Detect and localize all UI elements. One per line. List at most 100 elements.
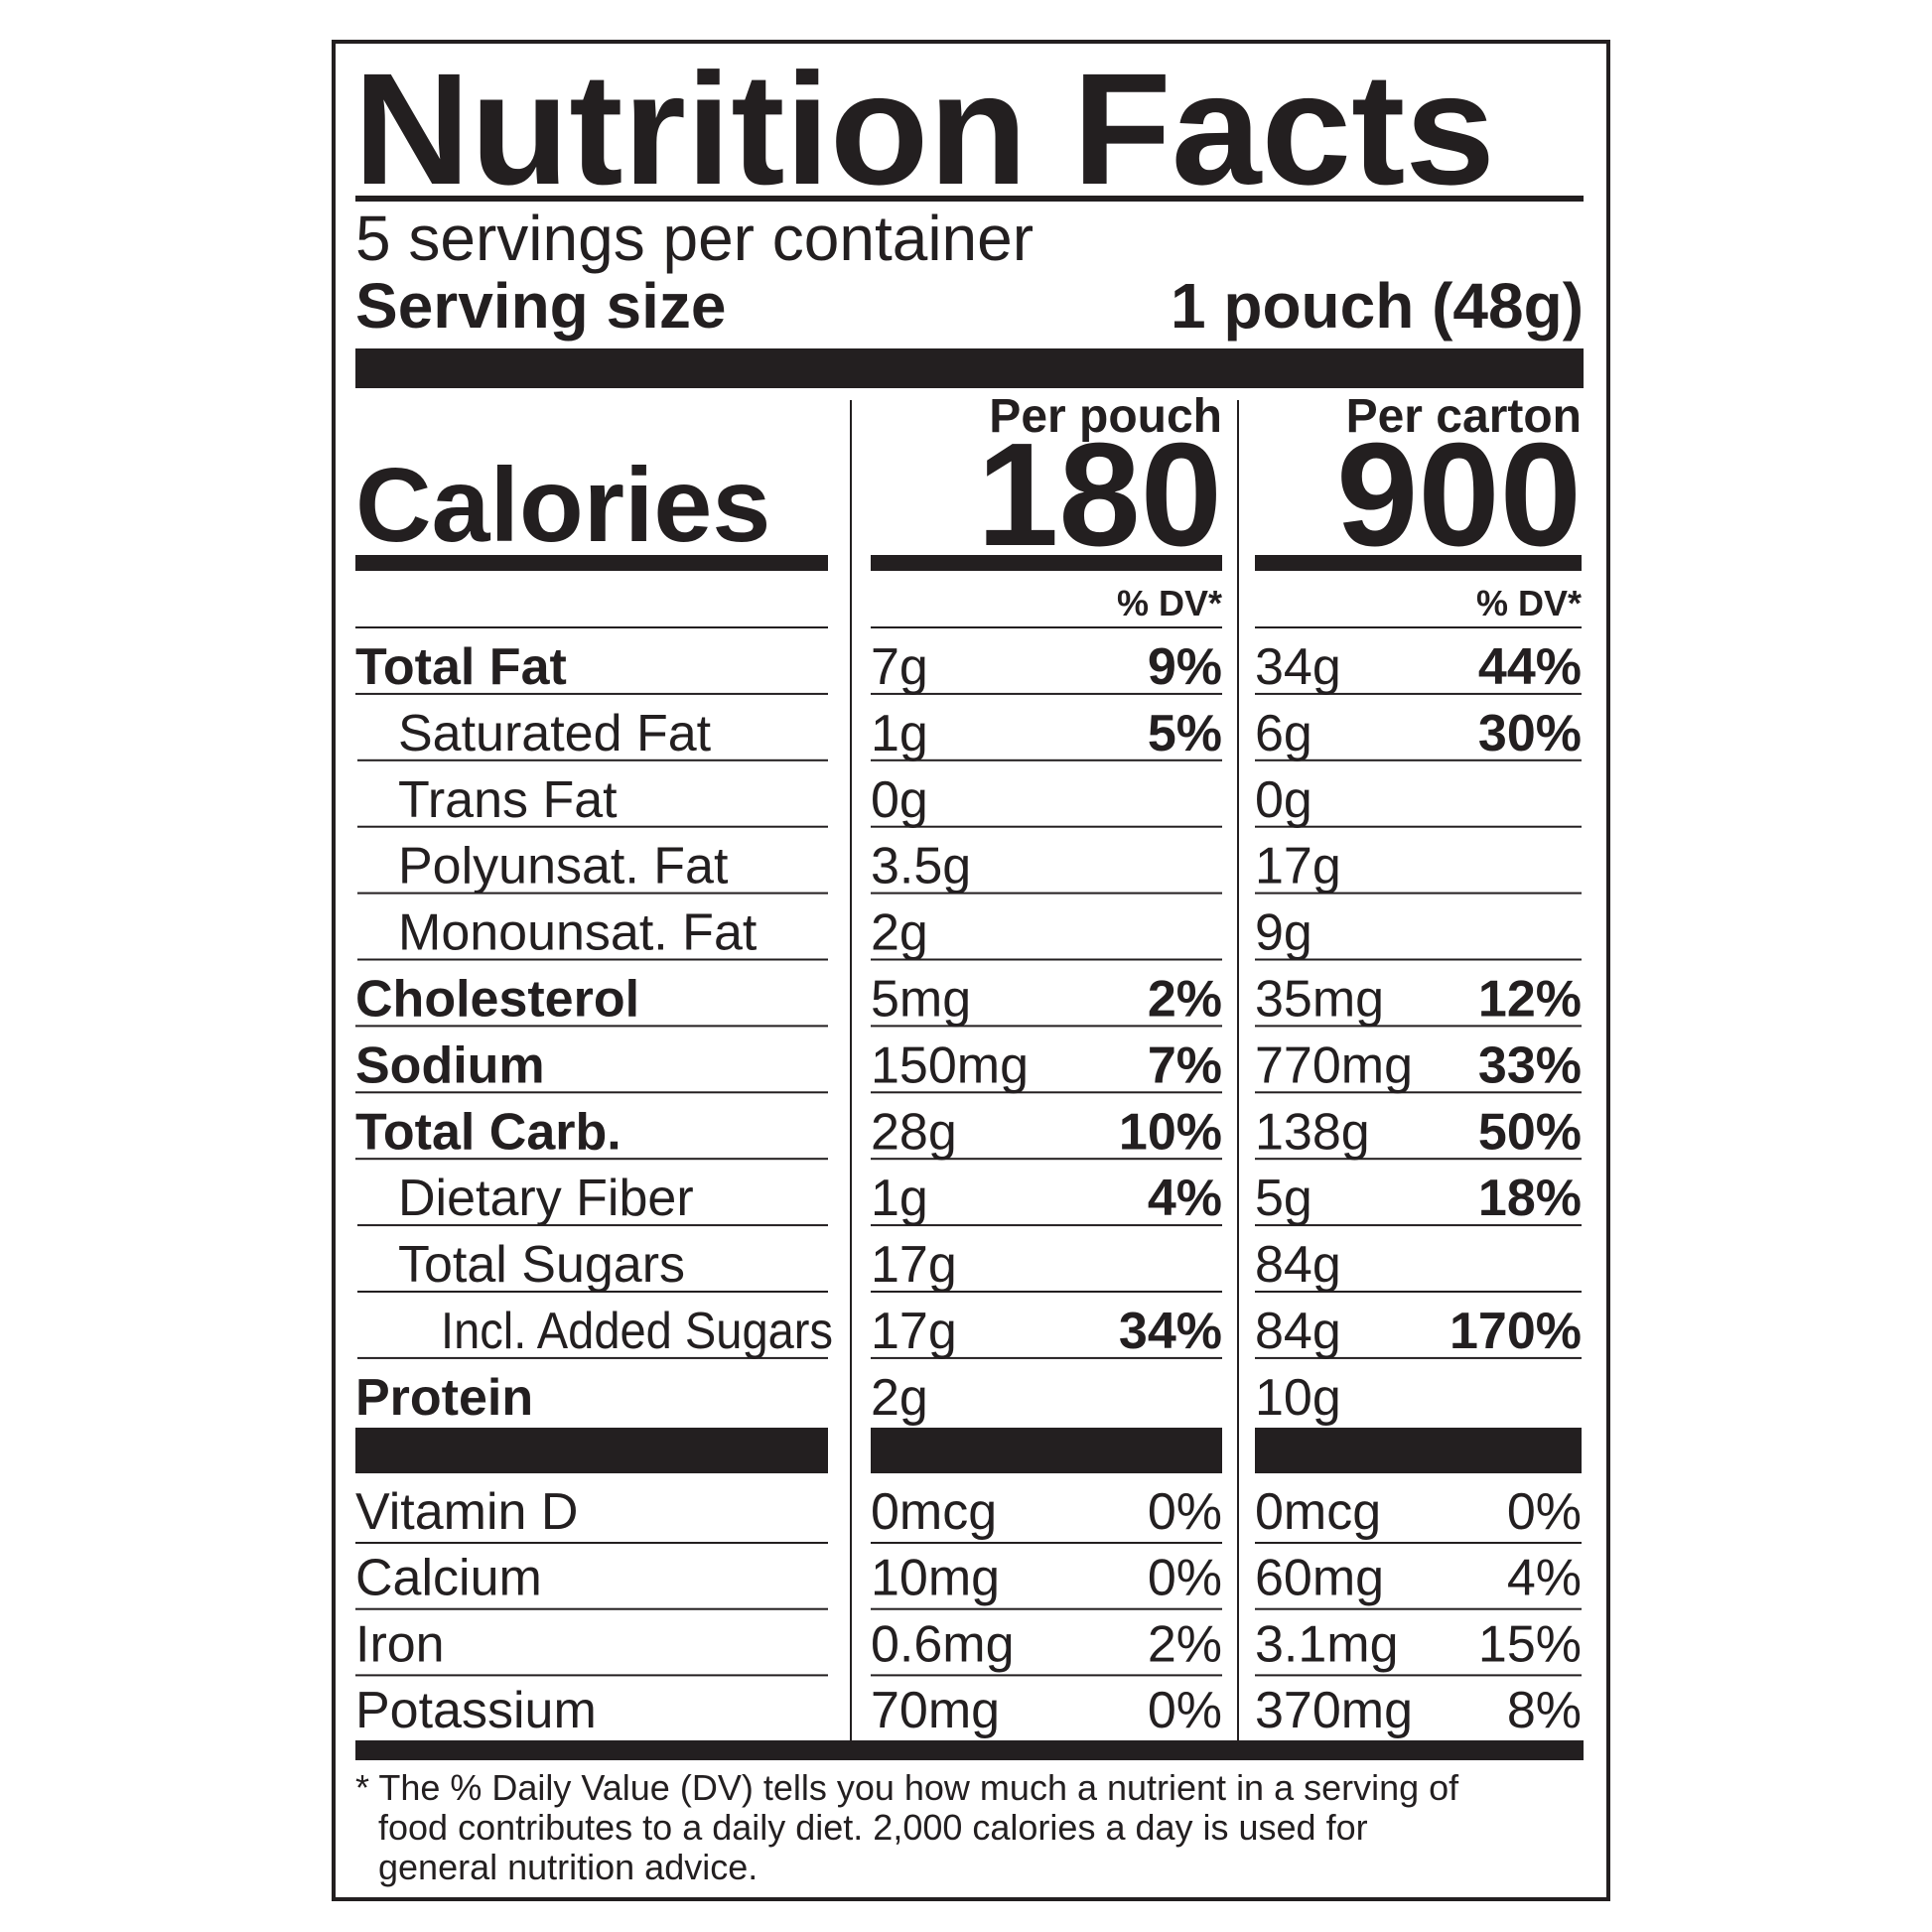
row-rule	[871, 1224, 1222, 1227]
calories-value: 900	[1336, 413, 1582, 577]
daily-value: 12%	[1478, 971, 1582, 1029]
row-rule	[871, 1674, 1222, 1677]
amount: 28g	[871, 1103, 957, 1161]
row-rule	[871, 825, 1222, 828]
nutrient-name: Polyunsat. Fat	[398, 838, 729, 896]
amount: 3.5g	[871, 838, 971, 896]
footnote: * The % Daily Value (DV) tells you how m…	[355, 1767, 1459, 1808]
amount: 10g	[1255, 1369, 1341, 1427]
amount: 84g	[1255, 1236, 1341, 1294]
servings: 5 servings per container	[355, 203, 1034, 274]
row-rule	[1255, 1291, 1582, 1293]
daily-value: 30%	[1478, 705, 1582, 762]
section-bar	[871, 1428, 1222, 1473]
amount: 370mg	[1255, 1682, 1413, 1739]
amount: 2g	[871, 904, 928, 962]
amount: 60mg	[1255, 1550, 1384, 1607]
amount: 70mg	[871, 1682, 1000, 1739]
daily-value: 7%	[1148, 1036, 1222, 1094]
row-rule	[871, 1025, 1222, 1028]
row-rule	[1255, 692, 1582, 695]
amount: 7g	[871, 638, 928, 696]
daily-value: 4%	[1148, 1170, 1222, 1227]
row-rule	[871, 759, 1222, 761]
column-header: Per pouch	[989, 390, 1222, 443]
row-rule	[357, 958, 828, 961]
daily-value: 33%	[1478, 1036, 1582, 1094]
amount: 3.1mg	[1255, 1615, 1399, 1673]
nutrient-name: Monounsat. Fat	[398, 904, 758, 962]
calories-label: Calories	[355, 447, 770, 564]
row-rule	[871, 692, 1222, 695]
vitamin-name: Vitamin D	[355, 1483, 578, 1541]
daily-value: 2%	[1148, 971, 1222, 1029]
border	[332, 40, 1610, 1901]
amount: 17g	[871, 1236, 957, 1294]
daily-value: 0%	[1148, 1483, 1222, 1541]
daily-value: 2%	[1148, 1615, 1222, 1673]
daily-value: 10%	[1119, 1103, 1222, 1161]
amount: 35mg	[1255, 971, 1384, 1029]
row-rule	[1255, 892, 1582, 895]
amount: 17g	[871, 1303, 957, 1360]
daily-value: 34%	[1119, 1303, 1222, 1360]
thick-bar	[355, 1740, 1584, 1760]
section-bar	[1255, 1428, 1582, 1473]
nutrient-name: Total Sugars	[398, 1236, 685, 1294]
serving-size-label: Serving size	[355, 270, 727, 342]
amount: 0g	[1255, 771, 1312, 829]
amount: 0mcg	[1255, 1483, 1381, 1541]
amount: 5mg	[871, 971, 971, 1029]
row-rule	[1255, 1356, 1582, 1359]
calories-bar	[871, 555, 1222, 571]
amount: 1g	[871, 1170, 928, 1227]
row-rule	[1255, 1674, 1582, 1677]
row-rule	[355, 1674, 828, 1677]
row-rule	[355, 1542, 828, 1544]
row-rule	[357, 1291, 828, 1293]
row-rule	[1255, 759, 1582, 761]
amount: 138g	[1255, 1103, 1370, 1161]
row-rule	[357, 759, 828, 761]
daily-value: 50%	[1478, 1103, 1582, 1161]
title: Nutrition Facts	[353, 40, 1495, 217]
vitamin-name: Calcium	[355, 1550, 542, 1607]
amount: 1g	[871, 705, 928, 762]
amount: 0g	[871, 771, 928, 829]
daily-value: 0%	[1507, 1483, 1582, 1541]
amount: 0.6mg	[871, 1615, 1015, 1673]
amount: 2g	[871, 1369, 928, 1427]
footnote: general nutrition advice.	[378, 1847, 758, 1887]
calories-bar	[1255, 555, 1582, 571]
amount: 0mcg	[871, 1483, 997, 1541]
amount: 17g	[1255, 838, 1341, 896]
row-rule	[355, 626, 828, 628]
daily-value: 15%	[1478, 1615, 1582, 1673]
dv-header: % DV*	[1117, 583, 1222, 623]
section-bar	[355, 1428, 828, 1473]
row-rule	[871, 1158, 1222, 1161]
daily-value: 18%	[1478, 1170, 1582, 1227]
daily-value: 4%	[1507, 1550, 1582, 1607]
row-rule	[355, 1607, 828, 1610]
row-rule	[1255, 1158, 1582, 1161]
calories-bar	[355, 555, 828, 571]
daily-value: 0%	[1148, 1550, 1222, 1607]
row-rule	[871, 1356, 1222, 1359]
row-rule	[355, 1025, 828, 1028]
amount: 84g	[1255, 1303, 1341, 1360]
daily-value: 170%	[1449, 1303, 1582, 1360]
nutrient-name: Total Carb.	[355, 1103, 621, 1161]
nutrient-name: Cholesterol	[355, 971, 639, 1029]
vitamin-name: Iron	[355, 1615, 445, 1673]
amount: 770mg	[1255, 1036, 1413, 1094]
amount: 10mg	[871, 1550, 1000, 1607]
daily-value: 5%	[1148, 705, 1222, 762]
serving-size-value: 1 pouch (48g)	[1171, 270, 1584, 342]
row-rule	[871, 1291, 1222, 1293]
daily-value: 8%	[1507, 1682, 1582, 1739]
daily-value: 9%	[1148, 638, 1222, 696]
row-rule	[871, 626, 1222, 628]
